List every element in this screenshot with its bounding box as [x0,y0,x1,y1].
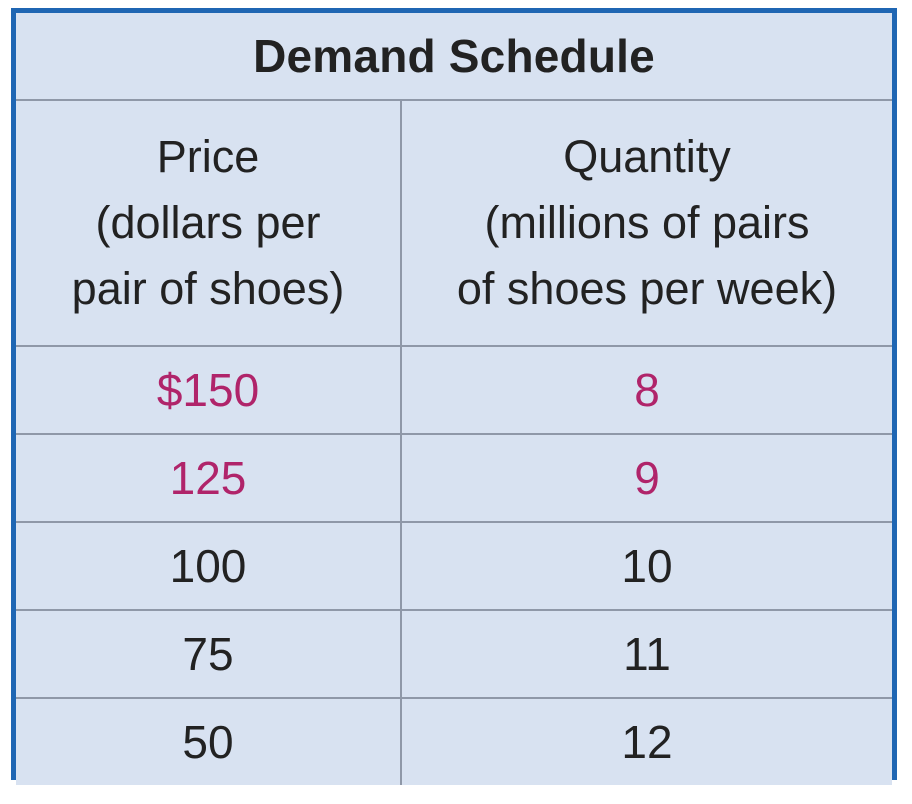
header-row: Price (dollars per pair of shoes) Quanti… [16,99,892,347]
demand-schedule-table: Demand Schedule Price (dollars per pair … [16,13,892,785]
quantity-header-line-1: Quantity [563,131,731,182]
quantity-cell: 12 [400,697,892,785]
quantity-column-header: Quantity (millions of pairs of shoes per… [400,99,892,347]
quantity-cell: 9 [400,433,892,523]
price-cell: 125 [16,433,402,523]
quantity-header-line-2: (millions of pairs [484,197,810,248]
price-column-header: Price (dollars per pair of shoes) [16,99,402,347]
quantity-cell: 10 [400,521,892,611]
price-cell: 100 [16,521,402,611]
price-cell: $150 [16,345,402,435]
table-row: $150 8 [16,345,892,435]
price-cell: 75 [16,609,402,699]
table-row: 50 12 [16,697,892,785]
quantity-cell: 8 [400,345,892,435]
table-title: Demand Schedule [16,13,892,101]
quantity-header-line-3: of shoes per week) [456,263,838,314]
quantity-cell: 11 [400,609,892,699]
table-row: 75 11 [16,609,892,699]
price-cell: 50 [16,697,402,785]
title-row: Demand Schedule [16,13,892,101]
price-header-line-2: (dollars per [95,197,321,248]
table-row: 100 10 [16,521,892,611]
table-row: 125 9 [16,433,892,523]
price-header-line-1: Price [156,131,260,182]
demand-schedule-table-frame: Demand Schedule Price (dollars per pair … [11,8,897,785]
price-header-line-3: pair of shoes) [71,263,345,314]
